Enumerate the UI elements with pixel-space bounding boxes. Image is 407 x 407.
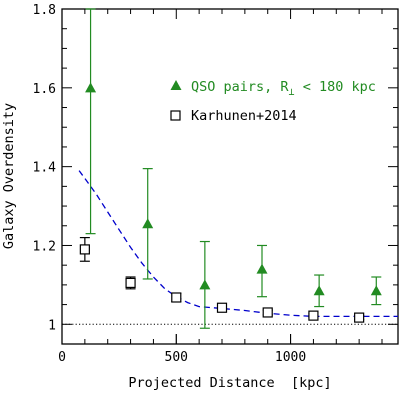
data-point-square [79,244,90,255]
y-tick-label: 1.4 [33,161,57,176]
data-marks-group [79,8,382,329]
legend-triangle-marker [170,80,182,90]
data-point-square [216,302,228,313]
x-axis-title: Projected Distance [kpc] [128,375,331,391]
data-point-square [308,310,319,321]
data-point-triangle [370,285,382,296]
model-curve-line [78,170,398,318]
legend-qso-suffix: < 180 kpc [295,79,376,95]
data-point-triangle [85,82,97,93]
data-point-triangle [142,218,154,229]
plot-frame [61,8,399,345]
y-axis-title: Galaxy Overdensity [1,103,17,249]
model-curve-group [78,170,398,318]
y-tick-label: 1.2 [33,239,56,254]
x-tick-label: 500 [165,350,188,365]
data-point-square [125,277,136,289]
x-tick-label: 0 [58,350,66,365]
data-point-triangle [199,279,211,290]
legend-qso-name: QSO pairs, R [191,79,289,95]
data-point-triangle [256,263,268,274]
legend-square-marker [170,110,181,121]
legend-label-qso-pairs: QSO pairs, R⊥ < 180 kpc [191,79,376,98]
legend-qso-subscript: ⊥ [289,87,295,98]
y-tick-label: 1.6 [33,82,56,97]
y-tick-label: 1.8 [33,3,56,18]
axis-ticks-group: 0 500 1000 1 1.2 1.4 1.6 1.8 [33,3,398,365]
data-point-square [262,307,273,318]
data-point-square [171,292,182,303]
legend-label-karhunen: Karhunen+2014 [191,108,297,124]
legend: QSO pairs, R⊥ < 180 kpc Karhunen+2014 [170,79,376,124]
x-tick-label: 1000 [275,350,306,365]
data-point-triangle [313,285,325,296]
y-tick-label: 1 [48,318,56,333]
data-point-square [354,312,365,323]
